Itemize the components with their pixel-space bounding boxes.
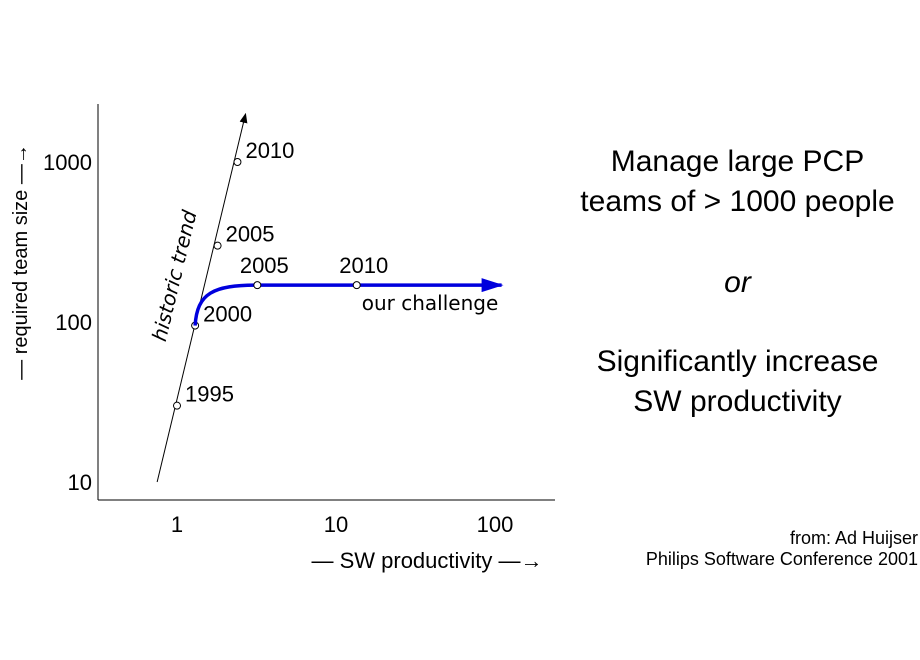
source-credit-author: from: Ad Huijser [789, 528, 918, 548]
goal-line-1: Manage large PCP [610, 145, 865, 178]
challenge-label: our challenge [362, 291, 499, 315]
historic-point-label-1995: 1995 [185, 382, 234, 407]
historic-trend-line [156, 112, 248, 483]
historic-point-2010 [233, 158, 242, 166]
y-tick-label-1000: 1000 [43, 150, 92, 175]
challenge-point-2005 [253, 281, 262, 290]
or-text: or [724, 266, 751, 299]
x-axis-label: — SW productivity —→ [311, 548, 542, 573]
historic-point-1995 [173, 401, 181, 410]
historic-point-label-2005: 2005 [226, 222, 275, 247]
x-tick-label-100: 100 [477, 512, 514, 537]
y-axis-label-arrow: —→ [10, 144, 32, 190]
alternative-line-1: Significantly increase [596, 345, 879, 378]
y-tick-label-100: 100 [55, 310, 92, 335]
source-credit-event: Philips Software Conference 2001 [645, 549, 918, 569]
x-axis-label-text: SW productivity [340, 548, 493, 573]
y-axis-label: — required team size —→ [10, 144, 32, 380]
challenge-point-2010 [352, 281, 361, 290]
y-tick-label-10: 10 [68, 470, 92, 495]
historic-point-label-2010: 2010 [245, 138, 294, 163]
historic-point-label-2000: 2000 [203, 302, 252, 327]
historic-point-2005 [213, 241, 222, 250]
challenge-point-label-2010: 2010 [339, 253, 388, 278]
y-axis-label-dash-left: — [10, 354, 32, 380]
y-axis-label-text: required team size [10, 190, 32, 355]
goal-line-2: teams of > 1000 people [580, 185, 895, 218]
challenge-point-label-2005: 2005 [240, 253, 289, 278]
x-axis-label-dash-left: — [311, 548, 339, 573]
alternative-line-2: SW productivity [633, 385, 842, 418]
x-tick-label-1: 1 [171, 512, 183, 537]
x-axis-label-arrow: —→ [492, 548, 542, 573]
x-tick-label-10: 10 [324, 512, 348, 537]
